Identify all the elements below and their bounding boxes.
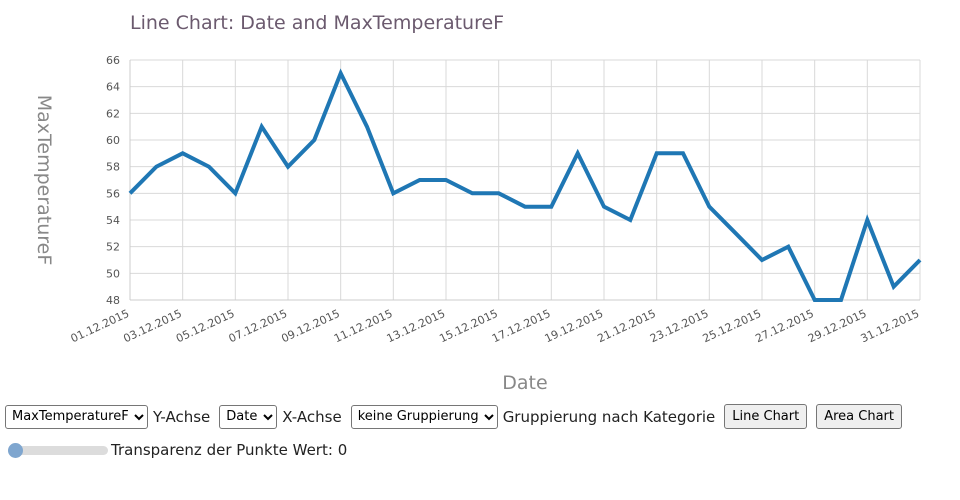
x-tick-label: 23.12.2015 (648, 307, 711, 345)
data-point (364, 124, 370, 130)
transparency-label: Transparenz der Punkte Wert: (111, 441, 333, 459)
line-chart: Line Chart: Date and MaxTemperatureF 48 5… (33, 12, 923, 394)
y-tick-label: 66 (106, 54, 120, 67)
transparency-value: 0 (337, 441, 348, 459)
grid (129, 59, 921, 301)
data-point (206, 164, 212, 170)
x-axis-title: Date (502, 372, 547, 394)
data-point (917, 257, 923, 263)
data-point (522, 204, 528, 210)
data-point (838, 297, 844, 303)
y-tick-label: 64 (106, 81, 120, 94)
x-tick-label: 13.12.2015 (385, 307, 448, 345)
controls-row: MaxTemperatureF Y-Achse Date X-Achse kei… (5, 404, 911, 429)
data-point (496, 190, 502, 196)
x-tick-label: 01.12.2015 (69, 307, 132, 345)
data-point (759, 257, 765, 263)
data-point (627, 217, 633, 223)
series-group (127, 68, 923, 303)
data-point (285, 164, 291, 170)
x-axis-ticks: 01.12.201503.12.201505.12.201507.12.2015… (69, 307, 922, 345)
series-line (128, 68, 922, 302)
x-tick-label: 21.12.2015 (595, 307, 658, 345)
x-axis-label: X-Achse (282, 407, 342, 426)
data-point (338, 70, 344, 76)
y-tick-label: 58 (106, 161, 120, 174)
data-point (680, 150, 686, 156)
x-tick-label: 25.12.2015 (701, 307, 764, 345)
data-point (654, 150, 660, 156)
data-point (390, 190, 396, 196)
data-point (180, 150, 186, 156)
data-point (864, 217, 870, 223)
y-axis-select[interactable]: MaxTemperatureF (5, 404, 148, 429)
transparency-row: Transparenz der Punkte Wert: 0 (8, 440, 347, 460)
data-point (153, 164, 159, 170)
data-point (575, 150, 581, 156)
x-tick-label: 03.12.2015 (121, 307, 184, 345)
slider-thumb[interactable] (8, 443, 23, 458)
data-point (812, 297, 818, 303)
x-tick-label: 29.12.2015 (806, 307, 869, 345)
data-point (259, 124, 265, 130)
area-chart-button[interactable]: Area Chart (816, 404, 902, 429)
data-point (232, 190, 238, 196)
y-tick-label: 56 (106, 187, 120, 200)
data-point (417, 177, 423, 183)
data-point (601, 204, 607, 210)
x-tick-label: 11.12.2015 (332, 307, 395, 345)
y-tick-label: 54 (106, 214, 120, 227)
data-point (785, 244, 791, 250)
x-tick-label: 07.12.2015 (227, 307, 290, 345)
y-tick-label: 62 (106, 107, 120, 120)
x-tick-label: 15.12.2015 (437, 307, 500, 345)
chart-title: Line Chart: Date and MaxTemperatureF (130, 12, 504, 34)
data-point (548, 204, 554, 210)
x-tick-label: 31.12.2015 (859, 307, 922, 345)
data-point (469, 190, 475, 196)
data-point (891, 284, 897, 290)
x-tick-label: 17.12.2015 (490, 307, 553, 345)
y-axis-label: Y-Achse (153, 407, 211, 426)
x-axis-select[interactable]: Date (219, 404, 278, 429)
data-point (706, 204, 712, 210)
y-tick-label: 50 (106, 267, 120, 280)
slider-track (8, 446, 108, 455)
data-point (127, 190, 133, 196)
grouping-select[interactable]: keine Gruppierung (350, 404, 498, 429)
y-tick-label: 48 (106, 294, 120, 307)
grouping-label: Gruppierung nach Kategorie (502, 407, 716, 426)
y-tick-label: 52 (106, 241, 120, 254)
y-axis-title: MaxTemperatureF (33, 95, 55, 266)
data-point (443, 177, 449, 183)
transparency-slider[interactable] (8, 440, 108, 460)
line-chart-button[interactable]: Line Chart (724, 404, 808, 429)
x-tick-label: 05.12.2015 (174, 307, 237, 345)
data-point (311, 137, 317, 143)
x-tick-label: 27.12.2015 (753, 307, 816, 345)
data-point (733, 230, 739, 236)
y-tick-label: 60 (106, 134, 120, 147)
x-tick-label: 19.12.2015 (543, 307, 606, 345)
y-axis-ticks: 48 50 52 54 56 58 60 62 64 66 (106, 54, 120, 307)
x-tick-label: 09.12.2015 (279, 307, 342, 345)
